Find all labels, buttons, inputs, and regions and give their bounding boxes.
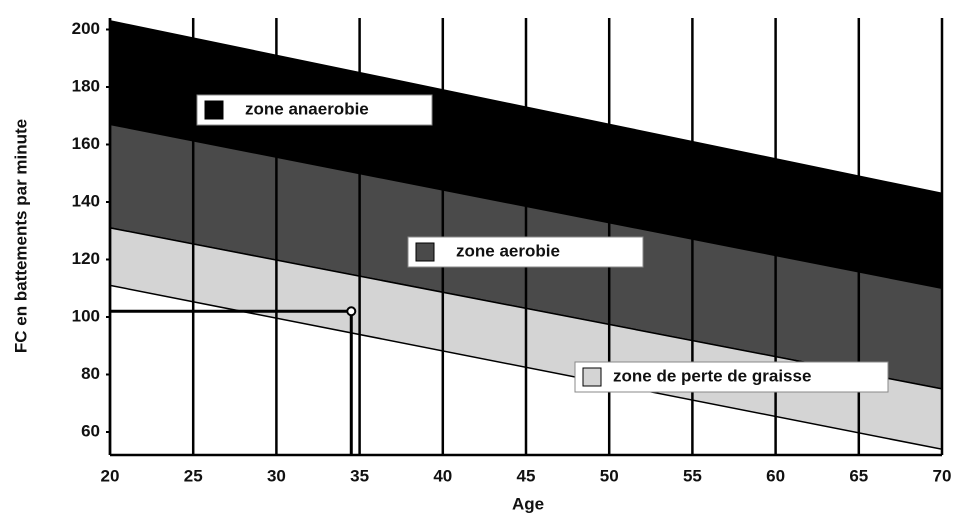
- x-tick-label: 50: [600, 466, 619, 485]
- x-tick-label: 60: [766, 466, 785, 485]
- y-axis-label: FC en battements par minute: [11, 119, 30, 353]
- y-tick-label: 160: [72, 134, 100, 153]
- legend-label: zone anaerobie: [245, 99, 369, 118]
- x-tick-label: 45: [517, 466, 536, 485]
- legend-swatch: [204, 100, 224, 120]
- legend-item: zone de perte de graisse: [574, 361, 889, 393]
- x-tick-label: 70: [933, 466, 952, 485]
- legend-swatch: [582, 367, 602, 387]
- marker-point: [346, 306, 357, 317]
- y-tick-label: 120: [72, 249, 100, 268]
- legend-box: [196, 94, 433, 126]
- legend-label: zone de perte de graisse: [613, 366, 811, 385]
- y-tick-label: 100: [72, 306, 100, 325]
- y-tick-label: 180: [72, 76, 100, 95]
- y-tick-label: 80: [81, 364, 100, 383]
- legend-swatch: [415, 242, 435, 262]
- y-tick-label: 60: [81, 421, 100, 440]
- x-tick-label: 35: [350, 466, 369, 485]
- x-tick-label: 65: [849, 466, 868, 485]
- x-tick-label: 55: [683, 466, 702, 485]
- x-axis-label: Age: [512, 494, 544, 513]
- legend-label: zone aerobie: [456, 241, 560, 260]
- x-tick-label: 20: [101, 466, 120, 485]
- x-tick-label: 30: [267, 466, 286, 485]
- y-tick-label: 200: [72, 19, 100, 38]
- legend-item: zone aerobie: [407, 236, 644, 268]
- legend-box: [574, 361, 889, 393]
- x-tick-label: 40: [433, 466, 452, 485]
- y-tick-label: 140: [72, 191, 100, 210]
- legend-item: zone anaerobie: [196, 94, 433, 126]
- legend-box: [407, 236, 644, 268]
- x-tick-label: 25: [184, 466, 203, 485]
